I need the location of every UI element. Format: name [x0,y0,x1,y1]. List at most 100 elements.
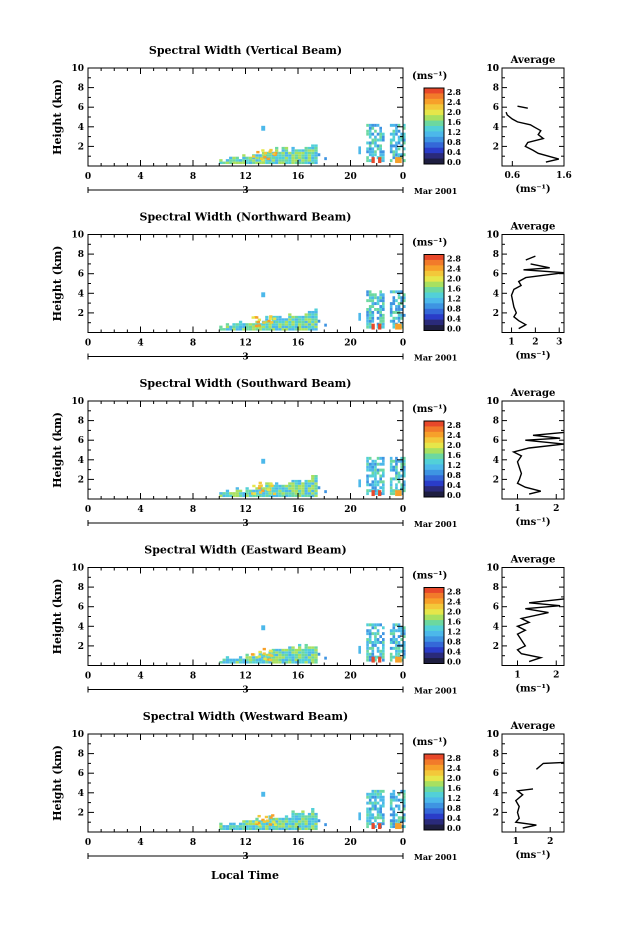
heatmap-cell [389,480,393,484]
heatmap-cell [278,656,282,659]
heatmap-cell [403,296,406,300]
heatmap-cell [314,656,318,659]
heatmap-cell [397,123,401,127]
heatmap-cell [291,320,295,324]
heatmap-cell [374,801,377,805]
heatmap-cell [252,323,256,326]
heatmap-cell [265,323,269,326]
heatmap-cell [307,149,312,152]
heatmap-cell [271,315,276,319]
heatmap-cell [229,494,233,498]
heatmap-cell [392,626,396,630]
heatmap-cell [229,827,233,831]
x-tick-label: 8 [190,838,196,848]
heatmap-cell [374,825,377,829]
heatmap-cell [379,313,382,317]
heatmap-cell [397,804,401,808]
heatmap-cell [366,322,369,326]
heatmap-cell [284,149,289,152]
heatmap-cell [311,825,315,828]
heatmap-cell [255,658,259,662]
heatmap-cell [248,827,253,831]
heatmap-cell [392,310,396,314]
heatmap-cell [255,825,259,828]
heatmap-cell [278,315,282,319]
panel-4: Spectral Width (Westward Beam)0 4 8 12 16 20 0… [51,710,565,862]
heatmap-cell [219,494,223,498]
heatmap-cell [368,319,372,323]
heatmap-cell [281,494,285,498]
heatmap-cell [374,789,377,793]
heatmap-cell [397,153,401,157]
heatmap-cell [252,658,256,662]
heatmap-cell [278,323,282,326]
heatmap-cell [288,487,292,490]
heatmap-cell [366,147,369,151]
heatmap-cell [374,819,377,823]
heatmap-cell [311,646,315,649]
heatmap-cell [271,161,276,165]
heatmap-cell [382,471,385,475]
heatmap-cell [368,316,372,320]
heatmap-cell [314,658,318,662]
date-label: Mar 2001 [414,519,457,529]
heatmap-cell [288,661,292,664]
heatmap-cell [314,159,318,162]
heatmap-cell [403,474,406,478]
heatmap-cell [268,151,272,155]
colorbar-swatch [424,620,444,626]
heatmap-cell [311,161,315,165]
heatmap-cell [225,161,230,165]
heatmap-cell [403,792,406,796]
heatmap-cell [307,661,312,664]
heatmap-cell [358,312,361,321]
heatmap-cell [395,147,398,151]
heatmap-cell [397,459,401,463]
heatmap-cell [314,328,318,331]
heatmap-cell [379,652,382,656]
heatmap-cell [382,313,385,317]
heatmap-cell [225,159,230,162]
heatmap-cell [317,652,321,656]
heatmap-cell [371,652,375,656]
heatmap-cell [304,656,308,659]
heatmap-cell [371,641,375,644]
heatmap-cell [256,150,260,154]
heatmap-cell [291,651,295,654]
heatmap-cell [225,661,230,664]
heatmap-cell [392,816,396,820]
heatmap-cell [382,804,385,808]
heatmap-cell [374,483,377,487]
heatmap-cell [258,161,262,165]
colorbar-swatch [424,303,444,310]
heatmap-cell [245,159,249,162]
colorbar-swatch [424,276,444,283]
heatmap-cell [371,293,375,297]
heatmap-cell [392,477,396,481]
colorbar-swatch [424,652,444,659]
heatmap-cell [298,482,302,485]
colorbar-swatch [424,98,444,105]
x-tick-label: 12 [239,505,252,515]
heatmap-cell [368,635,372,639]
heatmap-cell [403,807,406,811]
heatmap-cell [403,468,406,472]
heatmap-cell [374,477,377,481]
heatmap-cell [265,484,269,488]
heatmap-cell [291,151,295,155]
heatmap-cell [307,484,312,488]
heatmap-cell [379,462,382,466]
heatmap-cell [307,827,312,831]
heatmap-cell [294,315,298,319]
heatmap-cell [232,323,236,326]
heatmap-cell [284,318,289,321]
heatmap-cell [379,132,382,136]
heatmap-cell [261,489,265,492]
x-tick-label: 8 [190,172,196,182]
heatmap-cell [400,132,403,136]
heatmap-cell [238,492,243,495]
heatmap-cell [298,661,302,664]
heatmap-cell [242,159,246,162]
heatmap-cell [389,629,393,633]
